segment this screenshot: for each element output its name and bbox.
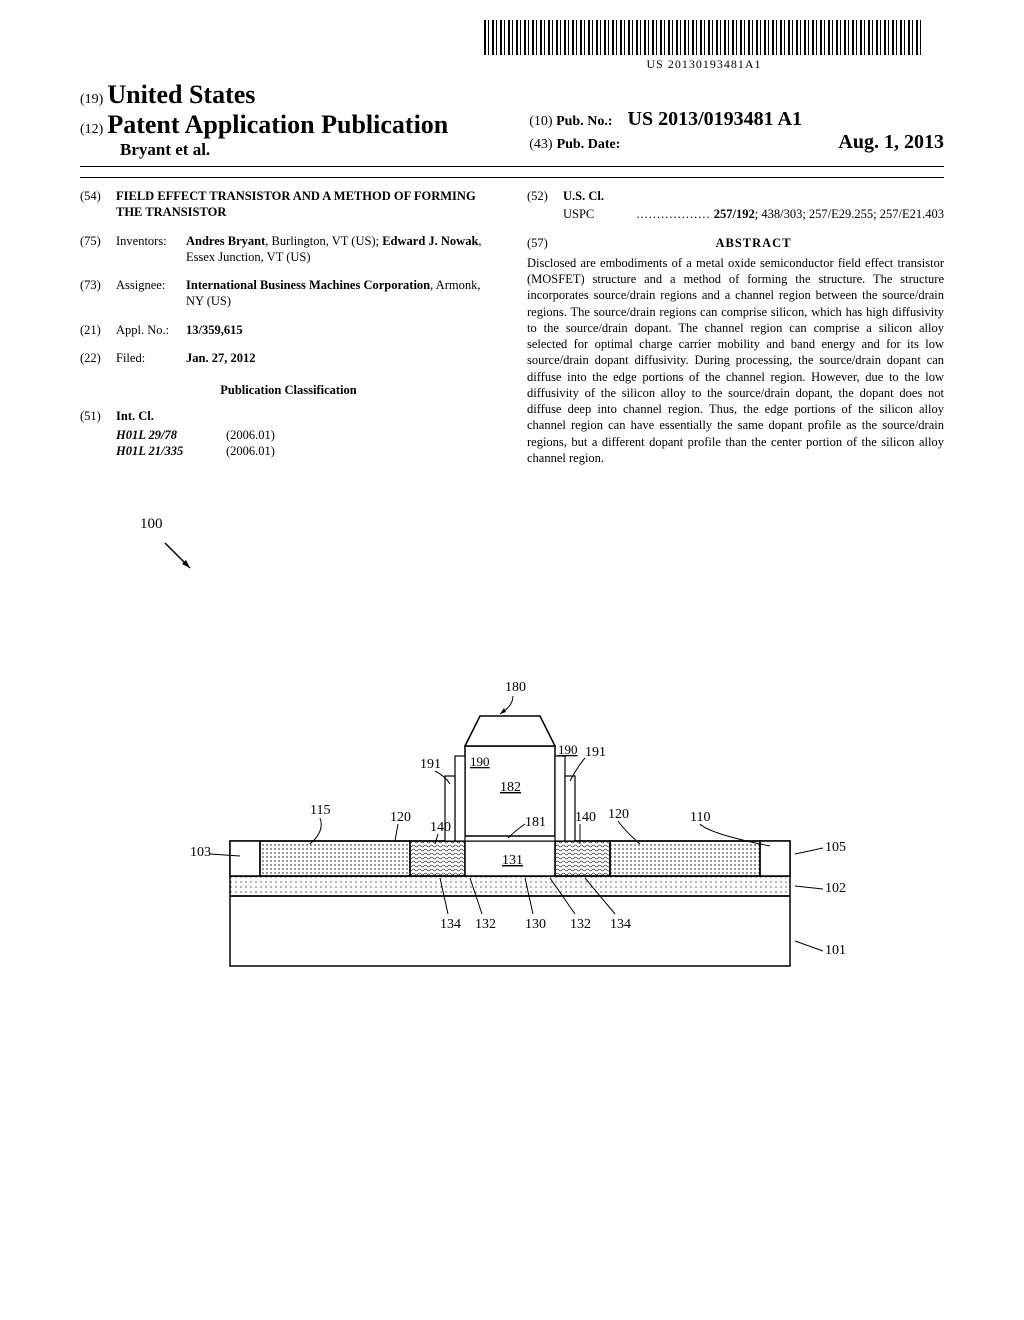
abstract-heading: ABSTRACT [563,235,944,251]
country-title: United States [107,80,255,109]
lbl-101: 101 [825,943,846,958]
num-21: (21) [80,322,116,338]
field-22: (22) Filed: Jan. 27, 2012 [80,350,497,366]
uspc-prefix: USPC [563,206,594,222]
lbl-132a: 132 [475,917,496,932]
val-73: International Business Machines Corporat… [186,277,497,310]
num-75: (75) [80,233,116,266]
transistor-diagram: 180 191 191 190 190 182 181 115 120 120 [130,596,890,1016]
divider-thin [80,177,944,178]
inventor-2-name: Edward J. Nowak [382,234,478,248]
lbl-120b: 120 [608,807,629,822]
val-21: 13/359,615 [186,322,497,338]
author-line: Bryant et al. [120,140,529,160]
num-22: (22) [80,350,116,366]
lbl-110: 110 [690,810,710,825]
field-54: (54) FIELD EFFECT TRANSISTOR AND A METHO… [80,188,497,221]
uspc-dots: .................. [636,207,710,221]
lbl-140b: 140 [575,810,596,825]
field-73: (73) Assignee: International Business Ma… [80,277,497,310]
field-57: (57) ABSTRACT [527,235,944,255]
lbl-134b: 134 [610,917,631,932]
arrow-100-icon [160,538,200,578]
intcl-code-0: H01L 29/78 [116,427,226,443]
code-19: (19) [80,92,103,107]
lbl-115: 115 [310,803,330,818]
barcode-text: US 20130193481A1 [484,57,924,72]
num-51: (51) [80,408,116,424]
lbl-102: 102 [825,881,846,896]
barcode-graphic [484,20,924,55]
inventor-1-loc: , Burlington, VT (US); [265,234,379,248]
lbl-191a: 191 [420,757,441,772]
body-columns: (54) FIELD EFFECT TRANSISTOR AND A METHO… [80,188,944,466]
pub-date-value: Aug. 1, 2013 [838,131,944,154]
pub-date-label: Pub. Date: [557,137,621,153]
patent-page: US 20130193481A1 (19) United States (12)… [0,0,1024,1320]
val-75: Andres Bryant, Burlington, VT (US); Edwa… [186,233,497,266]
intcl-year-0: (2006.01) [226,427,275,443]
code-12: (12) [80,122,103,137]
val-22: Jan. 27, 2012 [186,350,497,366]
pub-no-label: Pub. No.: [556,114,612,129]
lbl-130: 130 [525,917,546,932]
left-column: (54) FIELD EFFECT TRANSISTOR AND A METHO… [80,188,497,466]
figure-area: 100 [80,516,944,1036]
lbl-103: 103 [190,845,211,860]
abstract-text: Disclosed are embodiments of a metal oxi… [527,255,944,466]
lbl-180: 180 [505,680,526,695]
lbl-105: 105 [825,840,846,855]
num-54: (54) [80,188,116,221]
lbl-182: 182 [500,780,521,795]
lbl-190a: 190 [470,754,490,769]
lbl-131: 131 [502,853,523,868]
uspc-bold: 257/192 [714,207,755,221]
num-73: (73) [80,277,116,310]
label-51: Int. Cl. [116,408,497,424]
lbl-132b: 132 [570,917,591,932]
label-22: Filed: [116,350,186,366]
intcl-list: H01L 29/78 (2006.01) H01L 21/335 (2006.0… [116,427,497,460]
barcode-block: US 20130193481A1 [484,20,924,72]
field-51: (51) Int. Cl. [80,408,497,424]
right-column: (52) U.S. Cl. USPC .................. 25… [527,188,944,466]
intcl-row: H01L 29/78 (2006.01) [116,427,497,443]
intcl-year-1: (2006.01) [226,443,275,459]
lbl-120a: 120 [390,810,411,825]
lbl-181: 181 [525,815,546,830]
lbl-191b: 191 [585,745,606,760]
pub-class-heading: Publication Classification [80,382,497,398]
pub-no-value: US 2013/0193481 A1 [628,108,802,130]
field-21: (21) Appl. No.: 13/359,615 [80,322,497,338]
uspc-line: USPC .................. 257/192; 438/303… [563,206,944,222]
doc-type-title: Patent Application Publication [107,110,448,139]
code-43: (43) [529,137,552,153]
field-52: (52) U.S. Cl. [527,188,944,204]
divider-thick [80,166,944,167]
num-57: (57) [527,235,563,255]
field-75: (75) Inventors: Andres Bryant, Burlingto… [80,233,497,266]
num-52: (52) [527,188,563,204]
inventor-1-name: Andres Bryant [186,234,265,248]
lbl-140a: 140 [430,820,451,835]
title-54: FIELD EFFECT TRANSISTOR AND A METHOD OF … [116,188,497,221]
lbl-190b: 190 [558,742,578,757]
label-52: U.S. Cl. [563,188,944,204]
label-21: Appl. No.: [116,322,186,338]
header-right: (10) Pub. No.: US 2013/0193481 A1 (43) P… [529,80,944,160]
label-73: Assignee: [116,277,186,310]
uspc-rest: ; 438/303; 257/E29.255; 257/E21.403 [755,207,944,221]
intcl-code-1: H01L 21/335 [116,443,226,459]
lbl-134a: 134 [440,917,461,932]
label-75: Inventors: [116,233,186,266]
fig-label-100: 100 [140,516,163,533]
intcl-row: H01L 21/335 (2006.01) [116,443,497,459]
header-left: (19) United States (12) Patent Applicati… [80,80,529,160]
header-row: (19) United States (12) Patent Applicati… [80,80,944,160]
code-10: (10) [529,114,552,129]
assignee-name: International Business Machines Corporat… [186,278,430,292]
